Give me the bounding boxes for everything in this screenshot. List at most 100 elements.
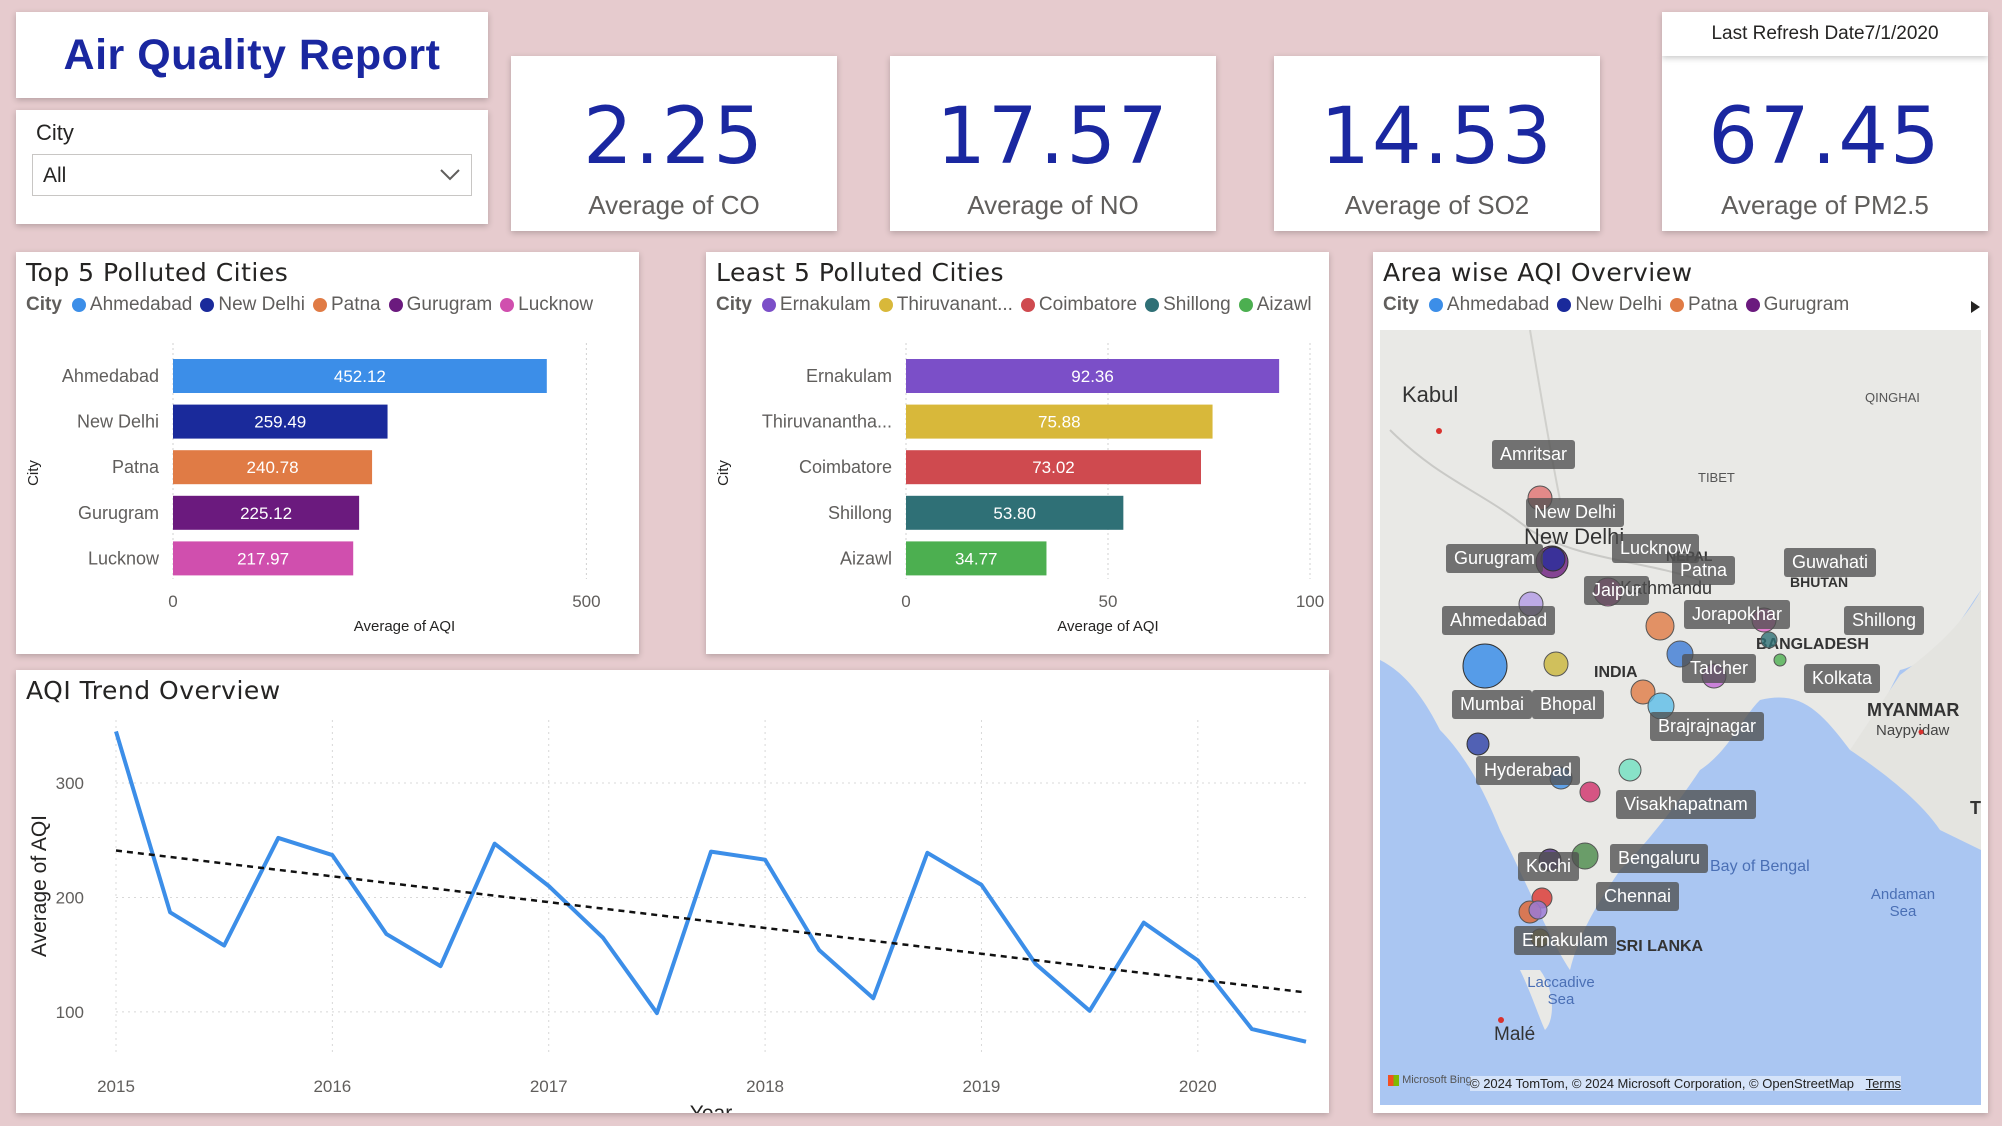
data-label: 259.49	[254, 413, 306, 432]
legend-item[interactable]: Patna	[312, 294, 381, 316]
legend-title: City	[716, 294, 752, 315]
data-label: 240.78	[247, 458, 299, 477]
map-bubble[interactable]	[1579, 781, 1601, 803]
legend-dot	[878, 298, 893, 312]
map-bubble[interactable]	[1618, 758, 1642, 782]
legend-item[interactable]: Gurugram	[1745, 294, 1850, 316]
map-bubble[interactable]	[1540, 546, 1566, 572]
bar	[906, 450, 1202, 485]
trend-title: AQI Trend Overview	[26, 676, 281, 705]
map-bubble[interactable]	[1773, 653, 1787, 667]
legend-item[interactable]: Shillong	[1145, 294, 1231, 316]
legend-item[interactable]: New Delhi	[200, 294, 305, 316]
least5-legend: City Ernakulam Thiruvanant... Coimbatore…	[716, 294, 1320, 316]
bar	[906, 404, 1213, 439]
kpi-value-pm25: 67.45	[1708, 92, 1942, 182]
legend-item[interactable]: Thiruvanant...	[878, 294, 1013, 316]
kpi-caption-pm25: Average of PM2.5	[1721, 190, 1929, 220]
legend-dot	[1428, 298, 1443, 312]
legend-item[interactable]: Aizawl	[1238, 294, 1312, 316]
map-label: QINGHAI	[1865, 390, 1920, 405]
legend-label: Aizawl	[1256, 294, 1312, 315]
y-tick-label: New Delhi	[77, 412, 159, 432]
map-label: Andaman Sea	[1870, 886, 1936, 920]
legend-dot	[200, 298, 215, 312]
legend-dot	[1669, 298, 1684, 312]
microsoft-logo-icon	[1388, 1074, 1399, 1086]
kpi-value-no: 17.57	[936, 92, 1170, 182]
y-tick-label: Coimbatore	[799, 457, 892, 477]
legend-dot	[1238, 298, 1253, 312]
x-tick-label: 2018	[746, 1077, 784, 1096]
legend-item[interactable]: New Delhi	[1557, 294, 1662, 316]
legend-label: Thiruvanant...	[896, 294, 1013, 315]
legend-item[interactable]: Patna	[1669, 294, 1738, 316]
map-bubble[interactable]	[1462, 643, 1508, 689]
map-bubble[interactable]	[1543, 651, 1569, 677]
map-bubble[interactable]	[1630, 679, 1656, 705]
city-slicer: City All	[16, 110, 488, 224]
legend-label: Gurugram	[406, 294, 493, 315]
page-title: Air Quality Report	[63, 30, 441, 79]
map-canvas[interactable]: Kabul QINGHAI TIBET NEPAL BHUTAN BANGLAD…	[1380, 330, 1981, 1105]
map-city-label: Bengaluru	[1610, 844, 1709, 873]
map-city-label: Kolkata	[1804, 664, 1881, 693]
map-city-label: Jaipur	[1584, 576, 1650, 605]
legend-item[interactable]: Gurugram	[388, 294, 493, 316]
legend-item[interactable]: Ahmedabad	[1428, 294, 1550, 316]
top5-bar-chart: 0 500 Ahmedabad 452.12 New Delhi 259.49 Patna 2…	[25, 343, 601, 635]
y-tick-label: Ernakulam	[806, 366, 892, 386]
legend-item[interactable]: Ernakulam	[761, 294, 871, 316]
y-tick-label: 300	[56, 774, 84, 793]
map-label: Laccadive Sea	[1527, 974, 1595, 1008]
map-city-label: Hyderabad	[1476, 756, 1581, 785]
map-label: INDIA	[1594, 664, 1638, 681]
map-label: BANGLADESH	[1756, 636, 1869, 653]
report-title-card: Air Quality Report	[16, 12, 488, 98]
trend-chart-card: AQI Trend Overview 2015 2016 2017 2018 2019 2…	[16, 670, 1329, 1113]
legend-dot	[1557, 298, 1572, 312]
kpi-card-pm25: 67.45 Average of PM2.5	[1662, 56, 1988, 231]
legend-next-icon[interactable]	[1969, 300, 1981, 314]
legend-label: Coimbatore	[1038, 294, 1138, 315]
legend-item[interactable]: Lucknow	[500, 294, 593, 316]
legend-dot	[500, 298, 515, 312]
legend-dot	[71, 298, 86, 312]
map-legend: City Ahmedabad New Delhi Patna Gurugram	[1383, 294, 1857, 316]
map-brand: Microsoft Bing	[1388, 1074, 1472, 1086]
last-refresh-card: Last Refresh Date7/1/2020	[1662, 12, 1988, 56]
least5-bar-chart: 0 50 100 Ernakulam 92.36 Thiruvanantha... 75.8…	[715, 343, 1324, 635]
map-city-label: Mumbai	[1452, 690, 1533, 719]
map-city-label: Jorapokhar	[1684, 600, 1791, 629]
y-tick-label: Lucknow	[88, 548, 160, 568]
map-bubble[interactable]	[1760, 631, 1778, 649]
map-label: TIBET	[1698, 470, 1735, 485]
map-city-label: Guwahati	[1784, 548, 1877, 577]
terms-link[interactable]: Terms	[1865, 1076, 1902, 1091]
bar	[173, 404, 388, 439]
data-label: 92.36	[1071, 367, 1114, 386]
map-bubble[interactable]	[1528, 900, 1548, 920]
legend-item[interactable]: Coimbatore	[1020, 294, 1138, 316]
map-label: Kabul	[1402, 382, 1459, 407]
kpi-caption-so2: Average of SO2	[1344, 190, 1530, 220]
trend-line-chart: 2015 2016 2017 2018 2019 2020 100 200 300 Year Ave…	[28, 720, 1307, 1113]
y-axis-title: Average of AQI	[28, 815, 51, 957]
legend-item[interactable]: Ahmedabad	[71, 294, 192, 316]
bar	[906, 541, 1047, 576]
legend-label: Gurugram	[1763, 294, 1850, 315]
x-axis-title: Year	[690, 1102, 732, 1113]
city-marker	[1498, 1017, 1504, 1023]
city-dropdown[interactable]: All	[32, 154, 472, 196]
map-title: Area wise AQI Overview	[1383, 258, 1693, 287]
map-bubble[interactable]	[1645, 611, 1675, 641]
legend-label: Ahmedabad	[1446, 294, 1550, 315]
legend-dot	[1745, 298, 1760, 312]
map-bubble[interactable]	[1466, 732, 1490, 756]
legend-dot	[312, 298, 327, 312]
map-city-label: Patna	[1672, 556, 1736, 585]
map-city-label: New Delhi	[1526, 498, 1625, 527]
x-tick-label: 2017	[530, 1077, 568, 1096]
x-tick-label: 100	[1296, 592, 1324, 611]
legend-title: City	[1383, 294, 1419, 315]
